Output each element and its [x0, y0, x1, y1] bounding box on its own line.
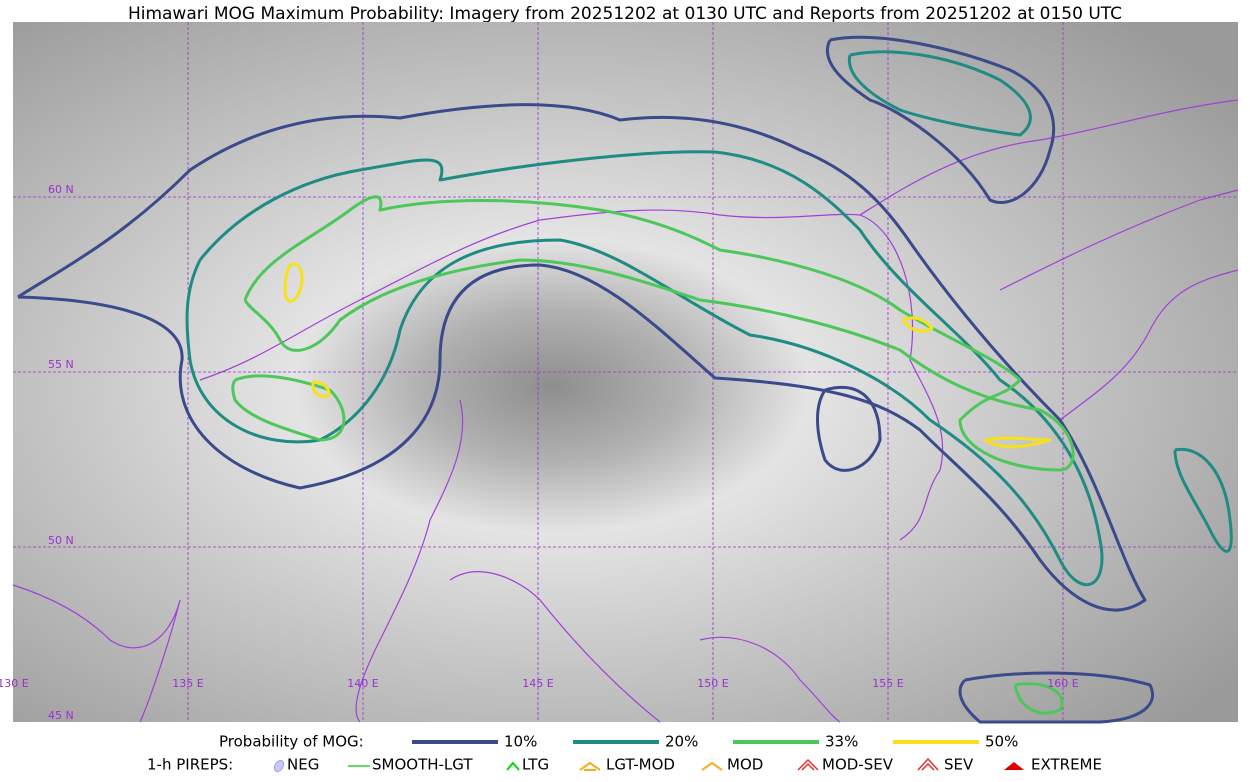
lon-label: 130 E: [0, 677, 29, 690]
title: Himawari MOG Maximum Probability: Imager…: [128, 4, 1122, 24]
contour-10: [958, 671, 1154, 724]
contour-33: [243, 195, 1075, 472]
legend-title: 1-h PIREPS:: [147, 756, 233, 774]
icon-neg: [273, 759, 285, 773]
contour-20: [847, 50, 1032, 137]
contours: [17, 35, 1233, 724]
icon-lgt-mod: [579, 761, 601, 771]
lat-label: 45 N: [48, 709, 74, 722]
icon-mod-sev: [797, 758, 819, 771]
legend-label: LGT-MOD: [606, 756, 675, 774]
contour-50: [283, 262, 304, 303]
icon-extreme: [1004, 762, 1024, 770]
lat-label: 60 N: [48, 183, 74, 196]
legend: Probability of MOG: 10% 20% 33% 50% 1-h …: [147, 733, 1102, 774]
contour-10: [825, 35, 1056, 204]
contour-33: [1013, 682, 1064, 715]
contour-50: [311, 380, 331, 398]
contour-20: [1173, 447, 1233, 553]
contour-20: [185, 150, 1104, 587]
lat-label: 50 N: [48, 534, 74, 547]
lat-label: 55 N: [48, 358, 74, 371]
legend-label: 50%: [985, 733, 1018, 751]
legend-label: EXTREME: [1031, 756, 1102, 774]
graticule: [13, 22, 1238, 722]
legend-label: SMOOTH-LGT: [372, 756, 473, 774]
legend-label: 10%: [504, 733, 537, 751]
lon-label: 140 E: [347, 677, 378, 690]
icon-ltg: [506, 761, 520, 771]
legend-label: LTG: [522, 756, 549, 774]
legend-label: NEG: [287, 756, 319, 774]
legend-title: Probability of MOG:: [219, 733, 364, 751]
contour-10: [816, 385, 882, 472]
lon-label: 155 E: [872, 677, 903, 690]
lon-label: 145 E: [522, 677, 553, 690]
lon-label: 150 E: [697, 677, 728, 690]
icon-mod: [701, 761, 723, 771]
legend-label: MOD-SEV: [822, 756, 894, 774]
map: 60 N 55 N 50 N 45 N 130 E 135 E 140 E 14…: [0, 22, 1239, 724]
icon-sev: [917, 757, 939, 771]
lon-label: 160 E: [1047, 677, 1078, 690]
contour-33: [231, 374, 346, 442]
lon-label: 135 E: [172, 677, 203, 690]
contour-10: [17, 103, 1147, 612]
contour-50: [901, 316, 934, 333]
legend-label: 20%: [665, 733, 698, 751]
legend-label: 33%: [825, 733, 858, 751]
contour-50: [984, 436, 1052, 449]
legend-label: MOD: [727, 756, 763, 774]
legend-label: SEV: [944, 756, 974, 774]
